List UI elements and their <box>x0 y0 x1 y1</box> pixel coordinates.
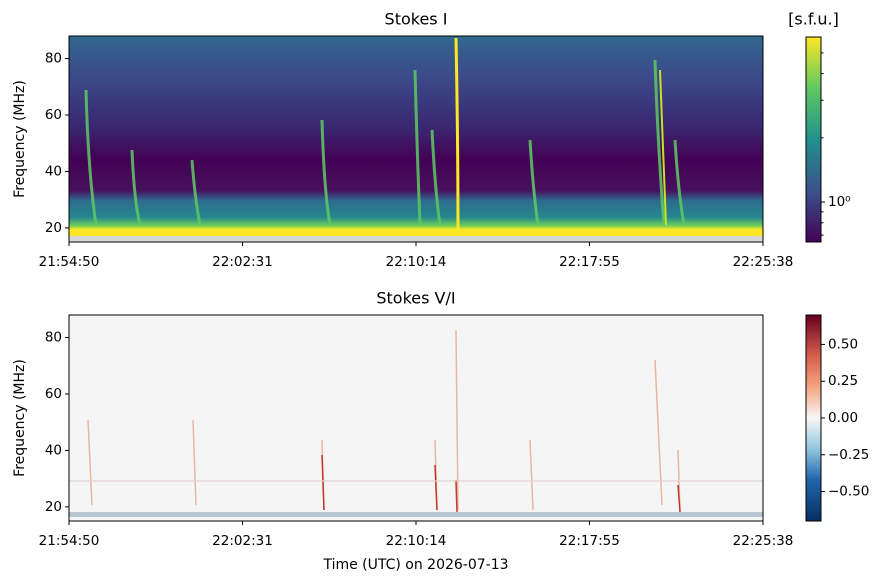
x-tick-label: 22:17:55 <box>559 533 620 549</box>
x-tick-label: 22:02:31 <box>212 533 273 549</box>
y-tick-label: 20 <box>45 499 62 515</box>
colorbar-tick-label: −0.50 <box>828 484 869 500</box>
y-axis-label: Frequency (MHz) <box>12 80 28 198</box>
colorbar <box>806 37 821 242</box>
y-tick-label: 60 <box>45 386 62 402</box>
y-tick-label: 80 <box>45 51 62 67</box>
x-tick-label: 22:17:55 <box>559 254 620 270</box>
x-tick-label: 22:25:38 <box>733 533 794 549</box>
chart-title: Stokes V/I <box>376 289 455 308</box>
x-axis-label: Time (UTC) on 2026-07-13 <box>322 557 508 573</box>
colorbar-tick-label: 0.00 <box>828 410 858 426</box>
x-tick-label: 22:02:31 <box>212 254 273 270</box>
x-tick-label: 22:10:14 <box>386 533 447 549</box>
colorbar-label: [s.f.u.] <box>788 10 839 29</box>
y-tick-label: 80 <box>45 330 62 346</box>
x-tick-label: 22:10:14 <box>386 254 447 270</box>
y-tick-label: 40 <box>45 163 62 179</box>
colorbar-frame <box>805 36 822 243</box>
colorbar-tick-label: −0.25 <box>828 447 869 463</box>
y-tick-label: 20 <box>45 220 62 236</box>
colorbar-tick-label: 10⁰ <box>828 194 851 210</box>
y-tick-label: 40 <box>45 442 62 458</box>
colorbar-tick-label: 0.25 <box>828 373 858 389</box>
x-tick-label: 22:25:38 <box>733 254 794 270</box>
y-tick-label: 60 <box>45 107 62 123</box>
y-axis-label: Frequency (MHz) <box>12 359 28 477</box>
colorbar <box>806 315 821 521</box>
chart-title: Stokes I <box>385 10 448 29</box>
heatmap-image <box>69 36 763 521</box>
x-tick-label: 21:54:50 <box>39 254 100 270</box>
colorbar-tick-label: 0.50 <box>828 336 858 352</box>
x-tick-label: 21:54:50 <box>39 533 100 549</box>
